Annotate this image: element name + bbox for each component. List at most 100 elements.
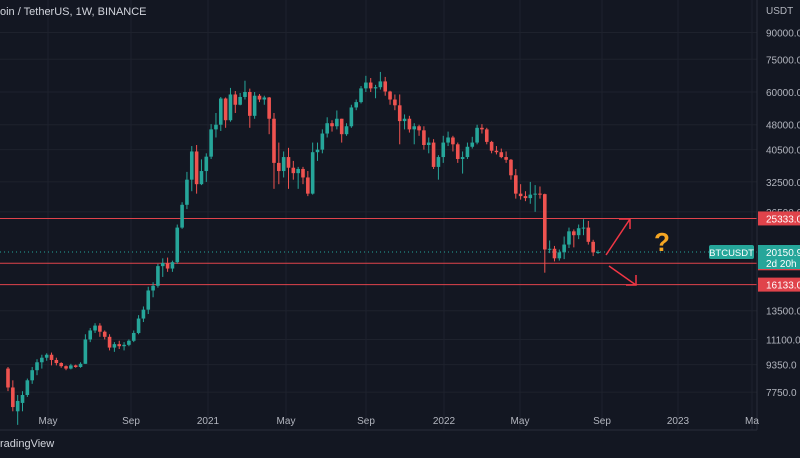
- candle-body: [88, 330, 93, 340]
- candle: [407, 115, 412, 133]
- question-mark-annotation: ?: [654, 227, 670, 257]
- candle: [112, 342, 117, 352]
- x-tick-label: 2022: [433, 416, 456, 427]
- candle-body: [6, 368, 10, 388]
- chart-grid: [0, 0, 757, 430]
- candle: [383, 76, 388, 96]
- level-tag-label: 16133.0: [766, 281, 800, 292]
- candle: [533, 185, 537, 212]
- candle: [412, 123, 417, 145]
- candle: [277, 142, 281, 185]
- candle: [388, 90, 392, 105]
- time-axis[interactable]: May Sep 2021 May Sep 2022 May Sep 2023 Ma: [39, 416, 760, 427]
- candle: [49, 352, 54, 366]
- candle-body: [160, 262, 165, 267]
- candle: [272, 112, 276, 189]
- candle-body: [199, 171, 204, 185]
- candle: [218, 96, 223, 131]
- brand-watermark: radingView: [0, 438, 55, 450]
- level-price-tag: 25333.0: [758, 211, 800, 226]
- candle-body: [528, 194, 533, 199]
- candle-body: [388, 91, 392, 100]
- candle: [40, 354, 44, 369]
- candle: [127, 339, 131, 347]
- candle: [513, 168, 518, 199]
- up-arrow-line: [605, 218, 631, 256]
- candle: [460, 151, 465, 174]
- candle: [233, 91, 238, 113]
- candle: [576, 224, 581, 240]
- candle: [509, 158, 513, 180]
- candlestick-series: [6, 71, 600, 425]
- candle: [325, 117, 329, 138]
- candle-body: [44, 354, 49, 358]
- candle-body: [310, 152, 315, 194]
- candle: [199, 159, 204, 186]
- candle: [64, 365, 68, 371]
- candle: [484, 127, 489, 145]
- candle: [523, 191, 528, 202]
- candle-body: [586, 227, 591, 242]
- candle: [518, 184, 523, 200]
- candle-body: [214, 124, 218, 130]
- candle: [567, 227, 571, 249]
- y-tick-label: 32500.0: [766, 178, 800, 189]
- candle-body: [98, 325, 102, 332]
- candle-body: [78, 363, 83, 367]
- candle: [223, 97, 228, 128]
- candle-body: [165, 262, 170, 269]
- candle: [189, 146, 194, 192]
- candle: [281, 151, 286, 178]
- candle: [146, 286, 151, 315]
- candle-body: [335, 118, 339, 127]
- candle-body: [281, 157, 286, 172]
- candle: [156, 263, 160, 288]
- candle: [296, 166, 300, 189]
- candle: [349, 104, 354, 128]
- candle: [20, 391, 25, 412]
- candle-body: [451, 137, 455, 145]
- candle-body: [243, 92, 247, 97]
- candle: [475, 124, 479, 145]
- candle: [538, 186, 542, 199]
- y-tick-label: 40500.0: [766, 146, 800, 157]
- candle-body: [194, 151, 199, 185]
- x-tick-label: Sep: [593, 416, 611, 427]
- candle: [209, 124, 213, 159]
- candle-body: [267, 97, 271, 119]
- candle: [257, 93, 262, 103]
- candle-body: [204, 156, 209, 172]
- y-tick-label: 75000.0: [766, 55, 800, 66]
- candle-body: [54, 359, 59, 364]
- candle: [422, 126, 426, 150]
- x-tick-label: Sep: [357, 416, 375, 427]
- candle-body: [238, 96, 242, 105]
- candle: [441, 135, 446, 163]
- y-tick-label: 11100.0: [766, 335, 800, 346]
- candle: [320, 129, 325, 154]
- candle-body: [49, 354, 54, 360]
- candle-body: [170, 262, 175, 269]
- candle: [44, 353, 49, 361]
- candle: [557, 249, 562, 261]
- candle: [122, 342, 126, 351]
- candle: [359, 86, 363, 104]
- candle: [310, 142, 315, 195]
- candle-body: [460, 157, 465, 159]
- candle: [35, 359, 39, 376]
- x-tick-label: May: [277, 416, 296, 427]
- candle-body: [354, 102, 358, 108]
- candle-body: [151, 285, 155, 291]
- candle: [243, 80, 247, 100]
- candle: [151, 282, 155, 298]
- candle-body: [64, 366, 68, 369]
- up-arrow-head: [619, 218, 631, 229]
- candle-body: [417, 126, 421, 131]
- candle-body: [277, 162, 281, 172]
- candle: [248, 88, 252, 128]
- candle-body: [504, 157, 508, 160]
- candle-body: [272, 118, 276, 163]
- level-tag-label: 25333.0: [766, 214, 800, 225]
- candle-body: [523, 196, 528, 199]
